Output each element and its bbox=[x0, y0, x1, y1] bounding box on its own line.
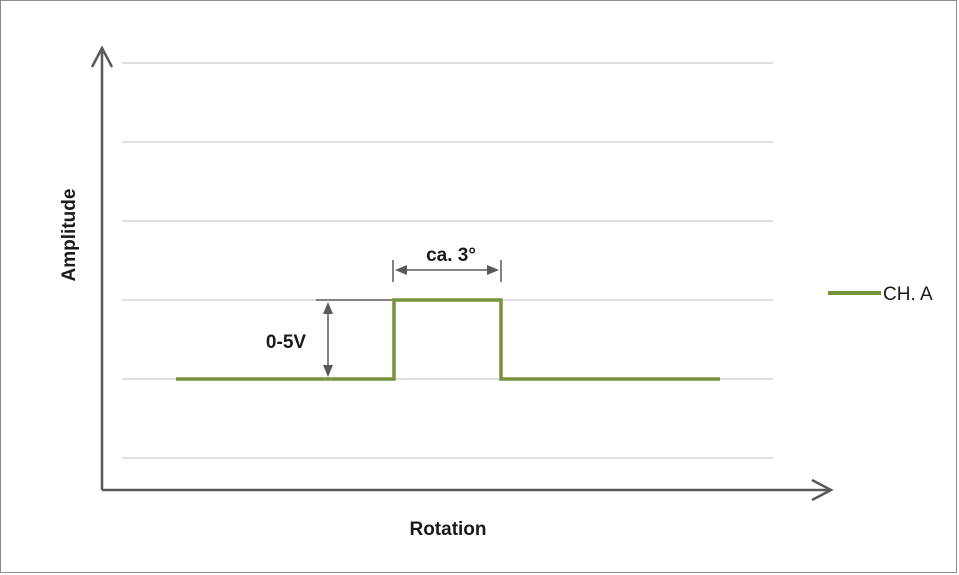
series-line-ch-a bbox=[176, 298, 720, 381]
x-axis-title: Rotation bbox=[409, 519, 486, 540]
amplitude-arrowhead-bottom bbox=[323, 365, 333, 377]
pulse-width-arrowhead-right bbox=[487, 265, 499, 275]
legend: CH. A bbox=[828, 284, 933, 305]
amplitude-label: 0-5V bbox=[266, 332, 306, 353]
amplitude-annotation: 0-5V bbox=[266, 299, 393, 377]
y-axis-title: Amplitude bbox=[59, 189, 80, 282]
x-axis-arrowhead bbox=[811, 478, 834, 502]
pulse-width-arrowhead-left bbox=[395, 265, 407, 275]
axes bbox=[90, 45, 834, 502]
pulse-width-annotation: ca. 3° bbox=[392, 245, 502, 282]
y-axis-arrowhead bbox=[90, 45, 114, 68]
legend-label-ch-a: CH. A bbox=[883, 284, 933, 305]
amplitude-arrowhead-top bbox=[323, 302, 333, 314]
pulse-width-label: ca. 3° bbox=[426, 245, 476, 266]
